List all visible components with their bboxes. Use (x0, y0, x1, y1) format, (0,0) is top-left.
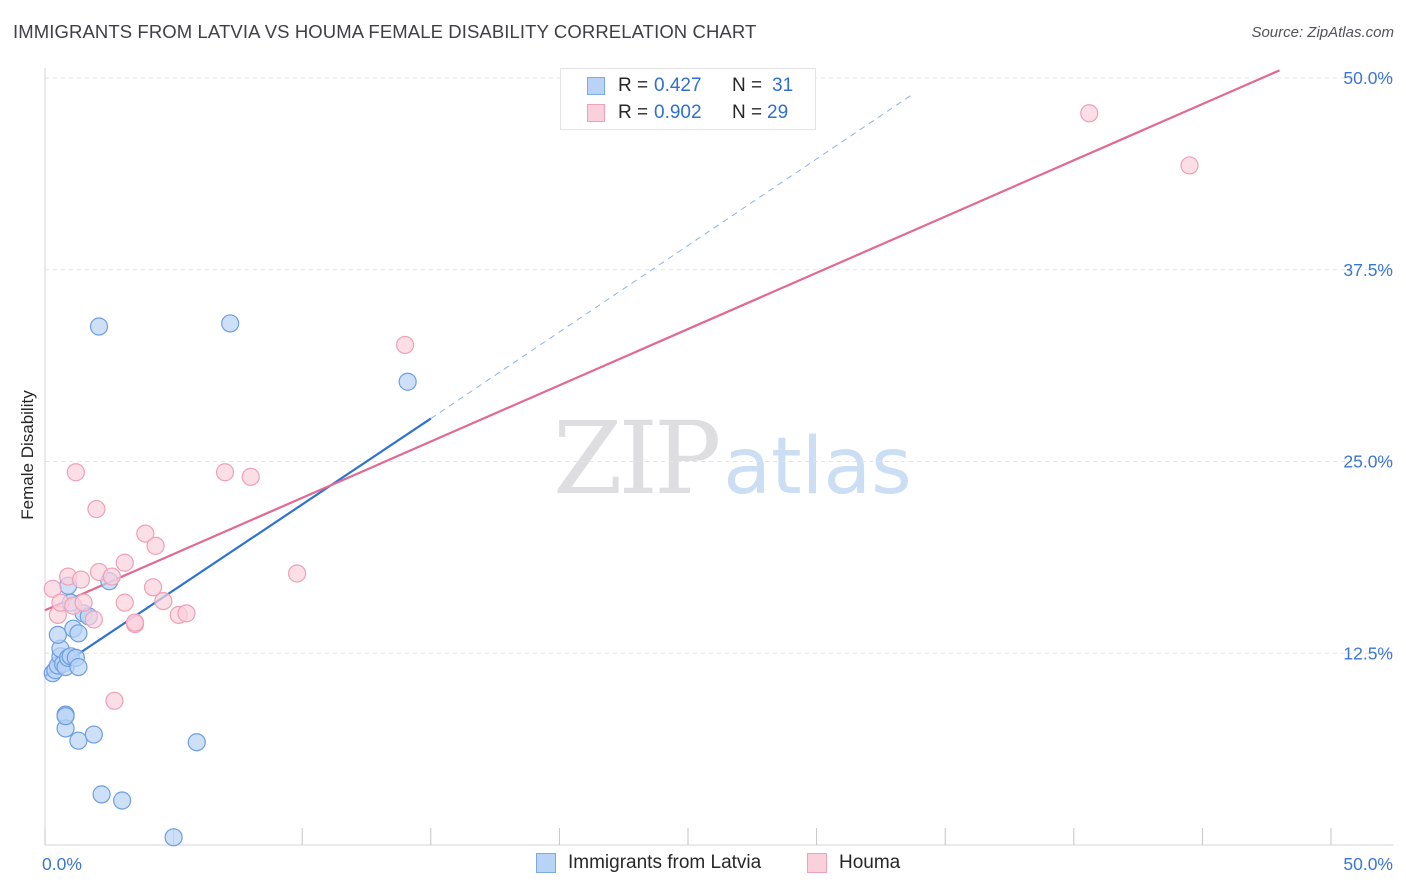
data-point-houma (1180, 156, 1199, 175)
bottom-legend-label-latvia: Immigrants from Latvia (568, 852, 762, 873)
data-point-latvia (69, 657, 88, 677)
data-point-latvia (398, 372, 417, 391)
data-point-houma (146, 536, 165, 555)
chart-source: Source: ZipAtlas.com (1251, 24, 1394, 41)
trendline-houma (44, 69, 1281, 612)
legend-n-label: N = (732, 75, 763, 96)
data-point-houma (71, 570, 91, 589)
data-point-houma (84, 610, 103, 629)
axis-layer (44, 68, 1394, 846)
y-tick-label: 37.5% (1343, 260, 1393, 280)
legend-swatch-latvia (587, 77, 605, 95)
correlation-legend: R = 0.427 N = 31 R = 0.902 N = 29 (560, 68, 816, 130)
bottom-legend-swatch-houma (807, 853, 827, 873)
bottom-legend-swatch-latvia (536, 853, 556, 873)
data-point-houma (43, 579, 62, 598)
data-point-latvia (89, 317, 109, 336)
legend-n-value-latvia: 31 (772, 75, 794, 96)
data-point-houma (1080, 104, 1099, 123)
data-point-latvia (84, 725, 103, 744)
y-tick-label: 12.5% (1343, 643, 1393, 663)
legend-r-value-houma: 0.902 (654, 102, 702, 123)
data-point-houma (287, 564, 307, 583)
y-tick-label: 50.0% (1343, 68, 1393, 88)
data-point-latvia (187, 733, 206, 752)
trendline-latvia-extension (430, 94, 913, 419)
data-point-houma (241, 467, 260, 486)
legend-n-label: N = (732, 102, 763, 123)
watermark-zip: ZIP (553, 400, 721, 517)
data-point-houma (102, 567, 121, 586)
data-point-houma (66, 463, 85, 482)
trendline-latvia (44, 417, 432, 678)
legend-r-label: R = (618, 102, 649, 123)
data-point-houma (395, 335, 415, 355)
data-point-houma (87, 499, 106, 519)
data-point-latvia (69, 624, 88, 643)
data-point-houma (136, 524, 155, 543)
data-point-latvia (113, 791, 132, 810)
data-point-latvia (92, 785, 111, 804)
data-point-houma (143, 578, 163, 597)
data-point-houma (115, 553, 134, 572)
x-tick-label: 0.0% (42, 854, 82, 874)
legend-n-value-houma: 29 (767, 102, 789, 123)
data-point-houma (105, 691, 124, 710)
data-point-latvia (48, 625, 67, 644)
trend-layer (44, 69, 1281, 678)
watermark-atlas: atlas (723, 422, 912, 512)
chart-title: IMMIGRANTS FROM LATVIA VS HOUMA FEMALE D… (13, 21, 757, 42)
point-layer (43, 104, 1199, 847)
bottom-legend-label-houma: Houma (839, 852, 901, 873)
data-point-latvia (164, 828, 183, 847)
data-point-latvia (221, 314, 240, 333)
legend-swatch-houma (587, 104, 605, 122)
watermark: ZIPatlas (553, 400, 912, 517)
legend-r-label: R = (618, 75, 649, 96)
label-layer: 12.5% 25.0% 37.5% 50.0% 0.0% 50.0% (42, 68, 1393, 874)
data-point-latvia (56, 707, 75, 726)
legend-r-value-latvia: 0.427 (654, 75, 702, 96)
data-point-houma (177, 604, 196, 623)
y-axis-label: Female Disability (18, 390, 37, 520)
data-point-houma (154, 591, 173, 611)
y-tick-label: 25.0% (1343, 452, 1393, 472)
data-point-latvia (69, 731, 88, 750)
x-tick-label: 50.0% (1343, 854, 1393, 874)
data-point-houma (125, 613, 145, 632)
data-point-houma (115, 593, 134, 612)
data-point-houma (215, 463, 235, 482)
data-point-houma (74, 593, 93, 612)
